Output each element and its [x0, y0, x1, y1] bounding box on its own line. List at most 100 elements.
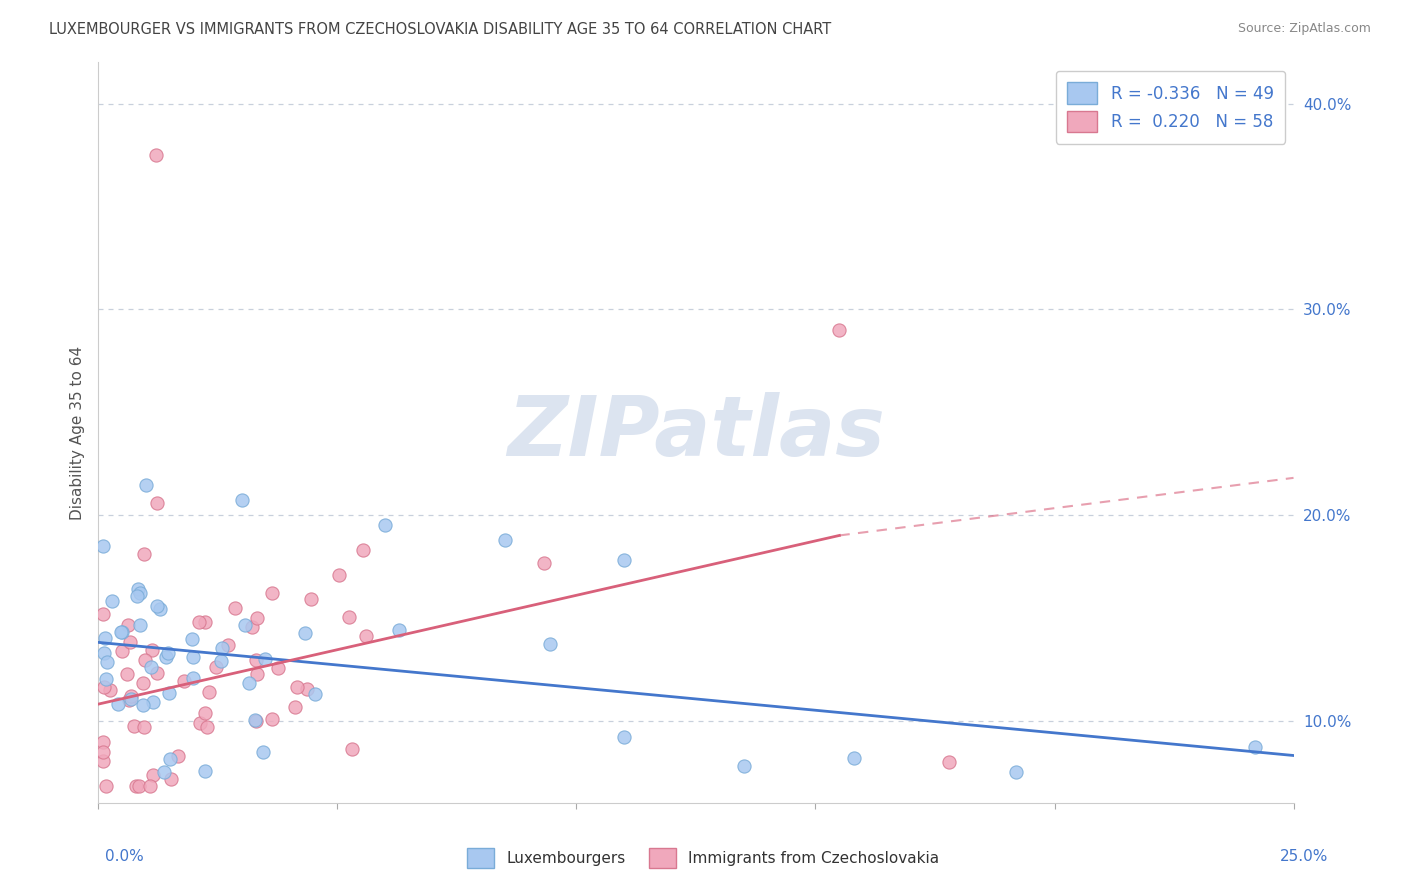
Point — [180, 632, 202, 647]
Point — [134, 653, 156, 667]
Point — [155, 649, 177, 664]
Point — [128, 586, 150, 600]
Point — [117, 667, 139, 681]
Point — [91, 745, 114, 759]
Point — [110, 625, 132, 640]
Point — [243, 713, 266, 727]
Point — [188, 715, 211, 730]
Point — [127, 582, 149, 597]
Point — [125, 590, 148, 604]
Point — [157, 646, 180, 660]
Point — [118, 693, 141, 707]
Point — [217, 638, 239, 652]
Point — [167, 748, 190, 763]
Point — [93, 647, 115, 661]
Text: Source: ZipAtlas.com: Source: ZipAtlas.com — [1237, 22, 1371, 36]
Point — [224, 600, 246, 615]
Point — [159, 752, 181, 766]
Point — [107, 697, 129, 711]
Point — [252, 745, 274, 759]
Text: 0.0%: 0.0% — [105, 849, 145, 864]
Point — [91, 754, 114, 768]
Point — [304, 686, 326, 700]
Point — [148, 602, 170, 616]
Point — [246, 667, 269, 681]
Point — [132, 720, 155, 734]
Point — [122, 719, 145, 733]
Point — [356, 629, 378, 643]
Point — [284, 700, 307, 714]
Legend: R = -0.336   N = 49, R =  0.220   N = 58: R = -0.336 N = 49, R = 0.220 N = 58 — [1056, 70, 1285, 144]
Point — [125, 780, 148, 794]
Point — [181, 671, 204, 685]
Point — [141, 695, 163, 709]
Point — [139, 660, 162, 674]
Point — [233, 618, 256, 632]
Point — [388, 623, 411, 637]
Text: 25.0%: 25.0% — [1281, 849, 1329, 864]
Point — [141, 642, 163, 657]
Point — [299, 591, 322, 606]
Point — [328, 567, 350, 582]
Point — [538, 637, 561, 651]
Point — [938, 755, 960, 769]
Legend: Luxembourgers, Immigrants from Czechoslovakia: Luxembourgers, Immigrants from Czechoslo… — [461, 842, 945, 873]
Point — [100, 683, 122, 698]
Point — [117, 617, 139, 632]
Point — [295, 682, 318, 697]
Point — [91, 735, 114, 749]
Point — [91, 539, 114, 553]
Point — [193, 764, 215, 778]
Point — [96, 673, 118, 687]
Point — [138, 780, 160, 794]
Point — [145, 599, 167, 613]
Point — [120, 692, 142, 706]
Point — [120, 690, 142, 704]
Point — [1005, 764, 1028, 779]
Point — [96, 655, 118, 669]
Point — [1244, 740, 1267, 755]
Point — [120, 635, 142, 649]
Point — [285, 680, 308, 694]
Point — [267, 661, 290, 675]
Point — [159, 772, 181, 786]
Text: LUXEMBOURGER VS IMMIGRANTS FROM CZECHOSLOVAKIA DISABILITY AGE 35 TO 64 CORRELATI: LUXEMBOURGER VS IMMIGRANTS FROM CZECHOSL… — [49, 22, 831, 37]
Point — [173, 674, 195, 689]
Point — [91, 607, 114, 621]
Point — [337, 609, 360, 624]
Point — [132, 698, 155, 712]
Point — [238, 676, 260, 690]
Point — [211, 641, 233, 656]
Point — [111, 643, 134, 657]
Point — [246, 611, 269, 625]
Point — [194, 706, 217, 721]
Point — [828, 323, 851, 337]
Point — [93, 680, 115, 694]
Point — [132, 547, 155, 561]
Point — [253, 652, 276, 666]
Point — [262, 713, 284, 727]
Point — [842, 750, 865, 764]
Point — [146, 496, 169, 510]
Point — [94, 631, 117, 645]
Point — [146, 666, 169, 681]
Point — [157, 686, 180, 700]
Point — [132, 676, 155, 690]
Point — [260, 586, 283, 600]
Point — [494, 533, 516, 547]
Point — [145, 148, 167, 162]
Point — [352, 542, 374, 557]
Point — [240, 620, 263, 634]
Point — [613, 553, 636, 567]
Point — [294, 626, 316, 640]
Point — [195, 720, 218, 734]
Point — [101, 594, 124, 608]
Point — [198, 685, 221, 699]
Text: ZIPatlas: ZIPatlas — [508, 392, 884, 473]
Point — [231, 493, 253, 508]
Point — [181, 650, 204, 665]
Point — [245, 714, 267, 728]
Point — [194, 615, 217, 630]
Y-axis label: Disability Age 35 to 64: Disability Age 35 to 64 — [69, 345, 84, 520]
Point — [128, 780, 150, 794]
